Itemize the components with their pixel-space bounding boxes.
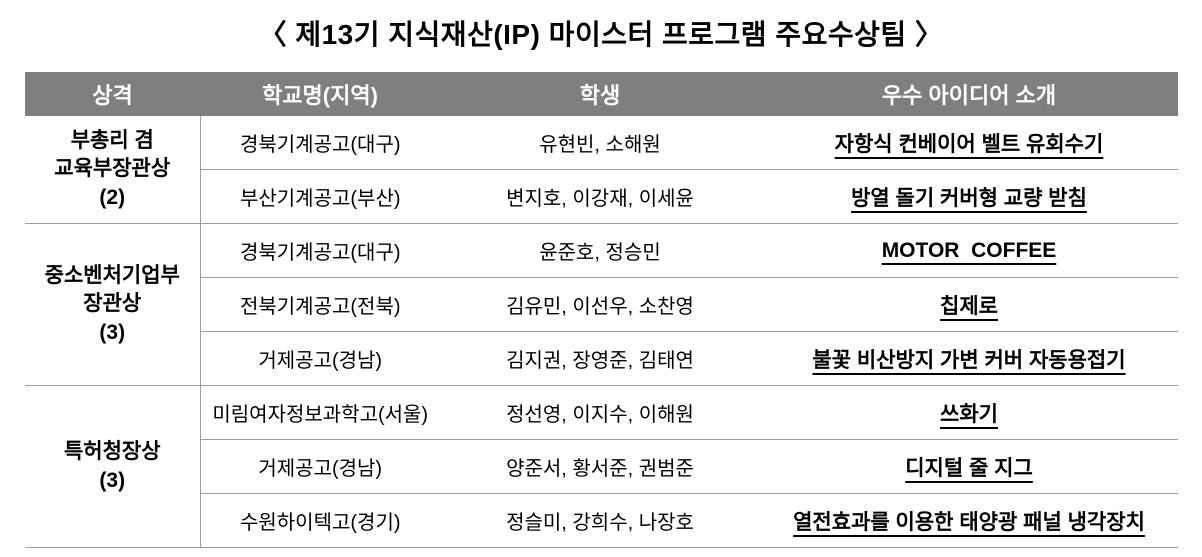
students-cell: 김유민, 이선우, 소찬영 — [440, 277, 760, 332]
award-category-cell: 부총리 겸 교육부장관상 (2) — [25, 116, 201, 224]
awards-table-body: 부총리 겸 교육부장관상 (2) 경북기계공고(대구) 유현빈, 소해원 자항식 컨베… — [25, 116, 1178, 548]
idea-title-text: 불꽃 비산방지 가변 커버 자동용접기 — [812, 348, 1126, 372]
page-title: 〈 제13기 지식재산(IP) 마이스터 프로그램 주요수상팀 〉 — [258, 19, 944, 50]
idea-title-text: 칩제로 — [940, 294, 998, 318]
idea-cell: MOTOR COFFEE — [760, 223, 1178, 278]
idea-cell: 열전효과를 이용한 태양광 패널 냉각장치 — [760, 493, 1178, 548]
idea-title-text: 열전효과를 이용한 태양광 패널 냉각장치 — [793, 510, 1145, 534]
school-cell: 거제공고(경남) — [200, 439, 440, 494]
header-row: 상격 학교명(지역) 학생 우수 아이디어 소개 — [25, 72, 1178, 116]
school-cell: 경북기계공고(대구) — [200, 223, 440, 278]
award-category-cell: 특허청장상 (3) — [25, 385, 201, 548]
table-row: 중소벤처기업부 장관상 (3) 경북기계공고(대구) 윤준호, 정승민 MOTOR C… — [25, 223, 1178, 386]
students-cell: 윤준호, 정승민 — [440, 223, 760, 278]
school-cell: 미림여자정보과학고(서울) — [200, 385, 440, 440]
idea-title-text: 디지털 줄 지그 — [905, 456, 1033, 480]
idea-cell: 쓰화기 — [760, 385, 1178, 440]
header-students: 학생 — [440, 72, 760, 116]
awards-table-header: 상격 학교명(지역) 학생 우수 아이디어 소개 — [25, 72, 1178, 116]
table-row: 수원하이텍고(경기) 정슬미, 강희수, 나장호 열전효과를 이용한 태양광 패널 … — [25, 493, 1178, 548]
idea-cell: 방열 돌기 커버형 교량 받침 — [760, 169, 1178, 224]
school-cell: 부산기계공고(부산) — [200, 169, 440, 224]
school-cell: 거제공고(경남) — [200, 331, 440, 386]
award-category-cell: 중소벤처기업부 장관상 (3) — [25, 223, 201, 386]
table-row: 거제공고(경남) 양준서, 황서준, 권범준 디지털 줄 지그 — [25, 439, 1178, 494]
students-cell: 김지권, 장영준, 김태연 — [440, 331, 760, 386]
school-cell: 경북기계공고(대구) — [200, 116, 440, 170]
idea-cell: 디지털 줄 지그 — [760, 439, 1178, 494]
table-row: 특허청장상 (3) 미림여자정보과학고(서울) 정선영, 이지수, 이해원 쓰화기 — [25, 385, 1178, 548]
idea-cell: 자항식 컨베이어 벨트 유회수기 — [760, 116, 1178, 170]
students-cell: 양준서, 황서준, 권범준 — [440, 439, 760, 494]
idea-cell: 칩제로 — [760, 277, 1178, 332]
idea-title-text: 방열 돌기 커버형 교량 받침 — [851, 186, 1087, 210]
header-idea-intro: 우수 아이디어 소개 — [760, 72, 1178, 116]
idea-title-text: 자항식 컨베이어 벨트 유회수기 — [834, 132, 1104, 156]
students-cell: 유현빈, 소해원 — [440, 116, 760, 170]
school-cell: 수원하이텍고(경기) — [200, 493, 440, 548]
school-cell: 전북기계공고(전북) — [200, 277, 440, 332]
table-row: 부총리 겸 교육부장관상 (2) 경북기계공고(대구) 유현빈, 소해원 자항식 컨베… — [25, 116, 1178, 224]
idea-title-text: MOTOR COFFEE — [881, 238, 1057, 262]
table-row: 거제공고(경남) 김지권, 장영준, 김태연 불꽃 비산방지 가변 커버 자동용접기 — [25, 331, 1178, 386]
students-cell: 변지호, 이강재, 이세윤 — [440, 169, 760, 224]
idea-cell: 불꽃 비산방지 가변 커버 자동용접기 — [760, 331, 1178, 386]
awards-table: 상격 학교명(지역) 학생 우수 아이디어 소개 부총리 겸 교육부장관상 (2… — [25, 72, 1178, 548]
table-row: 전북기계공고(전북) 김유민, 이선우, 소찬영 칩제로 — [25, 277, 1178, 332]
idea-title-text: 쓰화기 — [940, 402, 998, 426]
students-cell: 정선영, 이지수, 이해원 — [440, 385, 760, 440]
header-award-category: 상격 — [25, 72, 200, 116]
table-row: 부산기계공고(부산) 변지호, 이강재, 이세윤 방열 돌기 커버형 교량 받침 — [25, 169, 1178, 224]
students-cell: 정슬미, 강희수, 나장호 — [440, 493, 760, 548]
header-school-name: 학교명(지역) — [200, 72, 440, 116]
